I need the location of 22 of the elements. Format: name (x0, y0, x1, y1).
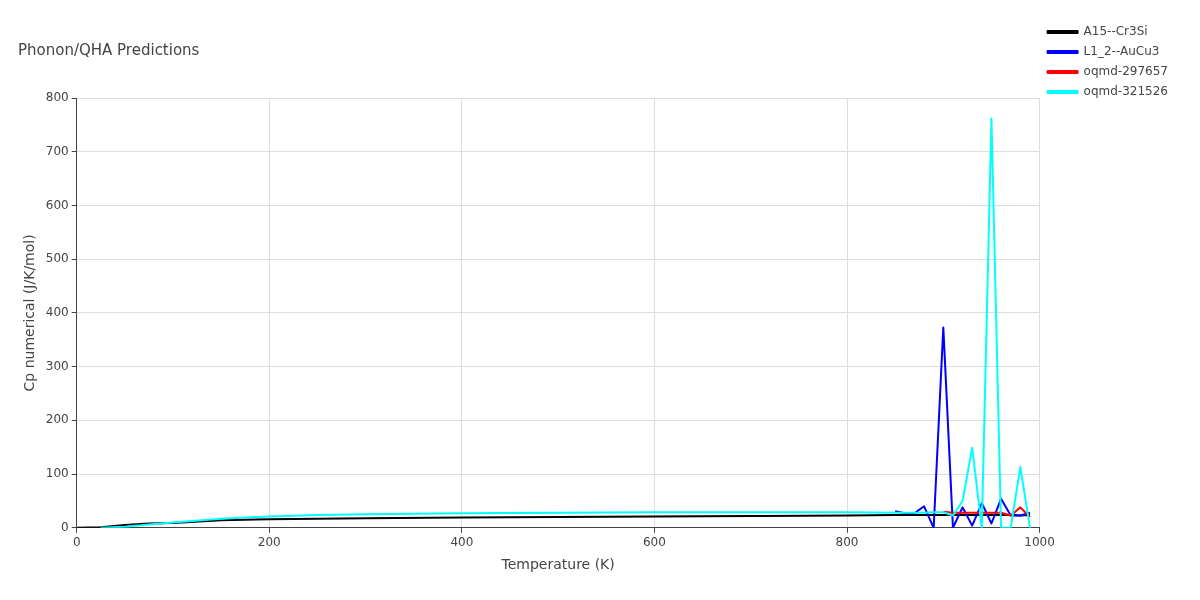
x-tick-label: 600 (642, 535, 666, 550)
x-axis-title: Temperature (K) (500, 556, 615, 573)
x-tick-label: 0 (72, 535, 81, 550)
y-tick-label: 0 (61, 519, 69, 534)
y-tick-label: 700 (45, 143, 69, 158)
legend-label: A15--Cr3Si (1083, 24, 1148, 39)
y-tick-label: 300 (45, 358, 69, 373)
y-tick-label: 600 (45, 197, 69, 212)
legend-label: L1_2--AuCu3 (1083, 44, 1160, 59)
x-tick-label: 400 (450, 535, 474, 550)
y-tick-label: 500 (45, 251, 69, 266)
legend-label: oqmd-321526 (1083, 84, 1168, 99)
y-tick-label: 400 (45, 305, 69, 320)
y-tick-label: 100 (45, 466, 69, 481)
chart-title: Phonon/QHA Predictions (18, 40, 200, 59)
x-tick-label: 200 (257, 535, 281, 550)
y-tick-label: 200 (45, 412, 69, 427)
legend-label: oqmd-297657 (1083, 64, 1168, 79)
y-axis-title: Cp numerical (J/K/mol) (21, 234, 38, 392)
x-tick-label: 1000 (1024, 535, 1055, 550)
x-tick-label: 800 (835, 535, 859, 550)
y-tick-label: 800 (45, 90, 69, 105)
